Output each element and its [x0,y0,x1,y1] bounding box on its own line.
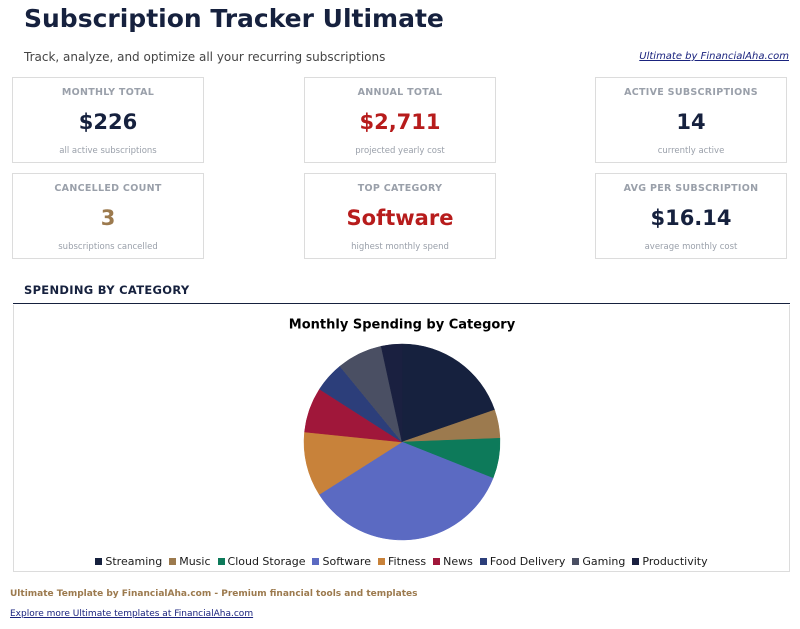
legend-label: Streaming [105,555,163,568]
card-label: MONTHLY TOTAL [61,87,155,98]
legend-item: Gaming [572,555,625,568]
chart-panel: Monthly Spending by Category Streaming Mu… [13,305,790,572]
legend: Streaming Music Cloud Storage Software Fitne… [14,555,789,568]
pie-slice [318,441,494,541]
section-title: SPENDING BY CATEGORY [24,283,190,297]
legend-label: Productivity [642,555,708,568]
stat-card: MONTHLY TOTAL $226 all active subscription… [12,77,204,163]
subtitle: Track, analyze, and optimize all your re… [24,50,386,64]
card-label: ANNUAL TOTAL [357,87,443,98]
legend-item: Music [169,555,211,568]
pie-slice [401,343,495,443]
card-note: projected yearly cost [355,146,445,156]
legend-item: Streaming [95,555,162,568]
card-note: all active subscriptions [59,146,157,156]
section-rule [13,303,790,304]
card-value: 14 [676,110,706,134]
legend-label: Food Delivery [489,555,566,568]
card-note: average monthly cost [644,242,738,252]
footer-link[interactable]: Explore more Ultimate templates at Finan… [10,609,254,619]
stat-card: TOP CATEGORY Software highest monthly spen… [304,173,496,259]
legend-item: Food Delivery [479,555,566,568]
legend-label: Music [179,555,211,568]
legend-item: Productivity [632,555,708,568]
card-value: $226 [78,110,138,134]
card-label: AVG PER SUBSCRIPTION [623,183,759,194]
legend-item: Software [312,555,371,568]
stat-card: CANCELLED COUNT 3 subscriptions cancelled [12,173,204,259]
card-note: currently active [657,146,725,156]
card-value: Software [346,206,454,230]
card-value: $2,711 [359,110,441,134]
legend-swatch [169,558,177,565]
card-label: ACTIVE SUBSCRIPTIONS [624,87,758,98]
card-note: subscriptions cancelled [58,242,158,252]
legend-label: Gaming [582,555,626,568]
legend-item: News [433,555,473,568]
legend-swatch [433,558,441,565]
stat-card: AVG PER SUBSCRIPTION $16.14 average monthl… [595,173,787,259]
card-value: 3 [100,206,116,230]
card-value: $16.14 [650,206,732,230]
legend-item: Fitness [377,555,427,568]
legend-swatch [572,558,580,565]
legend-swatch [95,558,103,565]
stat-card: ACTIVE SUBSCRIPTIONS 14 currently active [595,77,787,163]
legend-swatch [312,558,320,565]
page-title: Subscription Tracker Ultimate [24,4,444,33]
card-label: TOP CATEGORY [357,183,443,194]
header-link[interactable]: Ultimate by FinancialAha.com [639,51,789,62]
legend-label: Fitness [387,555,427,568]
card-label: CANCELLED COUNT [54,183,162,194]
legend-swatch [479,558,487,565]
chart-title: Monthly Spending by Category [289,318,516,333]
stat-card: ANNUAL TOTAL $2,711 projected yearly cost [304,77,496,163]
legend-swatch [217,558,225,565]
legend-swatch [377,558,385,565]
footer-text: Ultimate Template by FinancialAha.com - … [10,589,418,599]
legend-swatch [632,558,640,565]
legend-label: Software [322,555,371,568]
legend-label: Cloud Storage [227,555,306,568]
legend-label: News [443,555,473,568]
card-note: highest monthly spend [351,242,449,252]
pie-slice [380,343,403,443]
chart: Monthly Spending by Category [289,318,516,541]
legend-item: Cloud Storage [217,555,306,568]
